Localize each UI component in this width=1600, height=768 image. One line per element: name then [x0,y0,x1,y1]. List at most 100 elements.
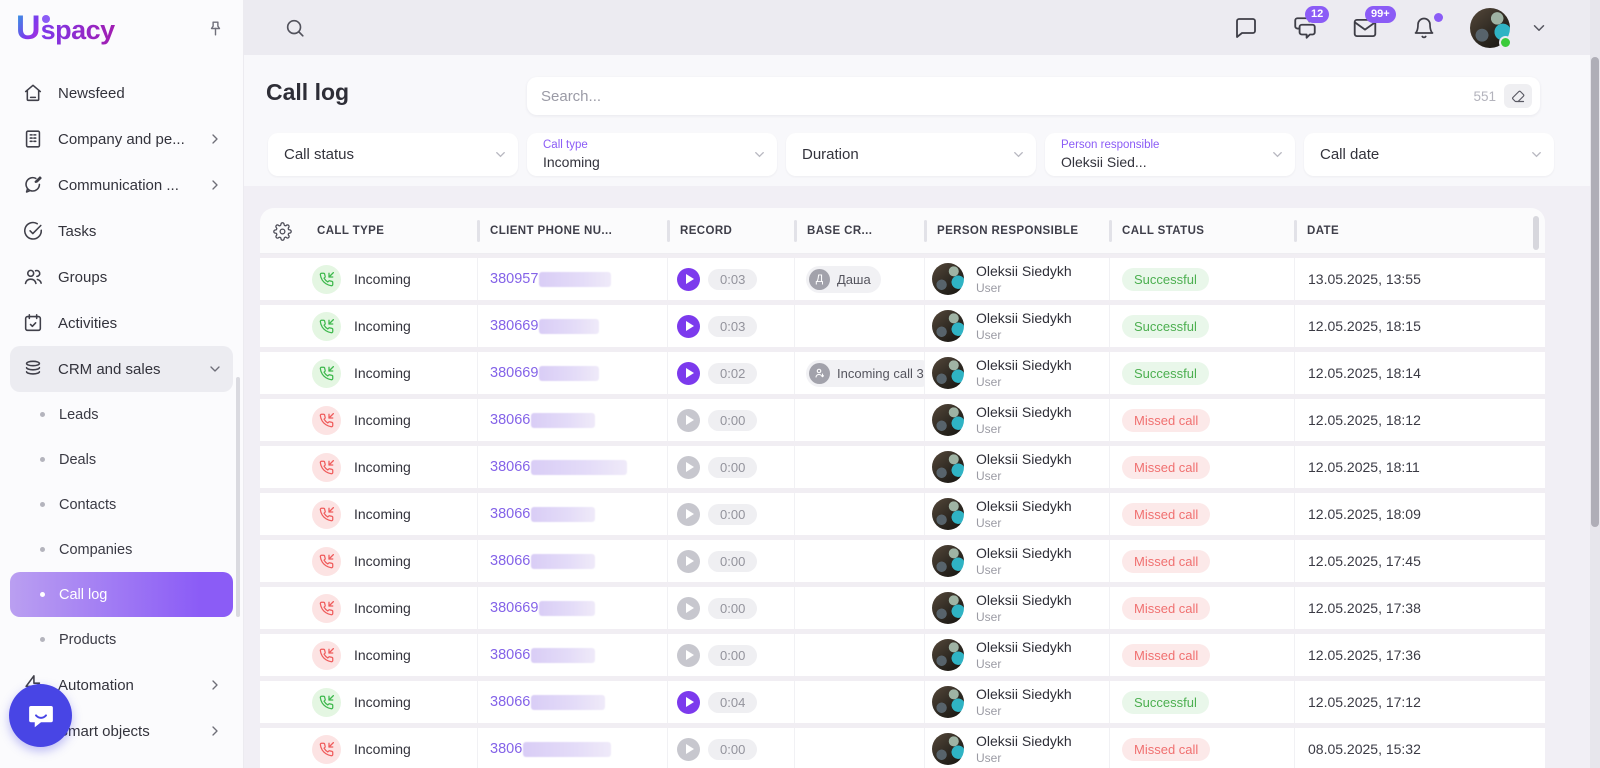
table-row[interactable]: Incoming 3806 0:00 Oleksii Siedykh User [260,728,1545,768]
person-name[interactable]: Oleksii Siedykh [976,733,1072,750]
table-row[interactable]: Incoming 380669 0:02 Incoming call 3 Ole… [260,352,1545,394]
phone-number-link[interactable]: 38066 [490,412,531,428]
sidebar-subitem-leads[interactable]: Leads [10,392,233,437]
phone-number-link[interactable]: 3806 [490,741,523,757]
call-status-cell: Successful [1109,361,1294,385]
table-row[interactable]: Incoming 380957 0:03 Д Даша Oleksii Sied… [260,258,1545,300]
person-name[interactable]: Oleksii Siedykh [976,451,1072,468]
sidebar-scrollbar[interactable] [236,377,240,617]
sidebar-item-tasks[interactable]: Tasks [10,208,233,254]
uspacy-logo[interactable]: U spacy [16,11,115,46]
record-duration: 0:04 [708,691,758,713]
phone-number-link[interactable]: 380669 [490,365,539,381]
clear-search-button[interactable] [1504,84,1532,108]
sidebar-item-groups[interactable]: Groups [10,254,233,300]
phone-number-link[interactable]: 38066 [490,553,531,569]
play-button[interactable] [677,361,700,385]
mail-icon[interactable]: 99+ [1352,5,1396,41]
person-name[interactable]: Oleksii Siedykh [976,263,1072,280]
column-header-date[interactable]: DATE [1294,208,1545,254]
sidebar-item-communication[interactable]: Communication ... [10,162,233,208]
sidebar-item-newsfeed[interactable]: Newsfeed [10,70,233,116]
window-scrollbar[interactable] [1590,0,1600,768]
phone-number-link[interactable]: 38066 [490,647,531,663]
phone-number-redacted [531,506,596,522]
call-type-cell: Incoming [304,593,477,623]
play-button[interactable] [677,549,700,573]
table-settings-gear-icon[interactable] [260,208,304,254]
sidebar-item-crm-and-sales[interactable]: CRM and sales [10,346,233,392]
phone-number-link[interactable]: 38066 [490,459,531,475]
table-row[interactable]: Incoming 38066 0:00 Oleksii Siedykh User [260,540,1545,582]
profile-chevron-down-icon[interactable] [1530,19,1548,37]
filter-call-date[interactable]: Call date [1304,133,1554,176]
column-header-client-phone[interactable]: CLIENT PHONE NU... [477,208,667,254]
table-row[interactable]: Incoming 38066 0:00 Oleksii Siedykh User [260,634,1545,676]
filter-duration[interactable]: Duration [786,133,1036,176]
person-name[interactable]: Oleksii Siedykh [976,310,1072,327]
play-button[interactable] [677,643,700,667]
sidebar-subitem-products[interactable]: Products [10,617,233,662]
person-name[interactable]: Oleksii Siedykh [976,592,1072,609]
table-row[interactable]: Incoming 380669 0:03 Oleksii Siedykh Use… [260,305,1545,347]
support-chat-button[interactable] [9,684,72,747]
phone-number-link[interactable]: 38066 [490,694,531,710]
play-button[interactable] [677,737,700,761]
play-button[interactable] [677,455,700,479]
column-header-person-responsible[interactable]: PERSON RESPONSIBLE [924,208,1109,254]
sidebar-subitem-contacts[interactable]: Contacts [10,482,233,527]
filter-call-status[interactable]: Call status [268,133,518,176]
chats-icon[interactable]: 12 [1292,5,1330,41]
person-name[interactable]: Oleksii Siedykh [976,404,1072,421]
filter-person-responsible[interactable]: Person responsible Oleksii Sied... [1045,133,1295,176]
call-type-cell: Incoming [304,311,477,341]
window-scrollbar-thumb[interactable] [1591,57,1599,527]
global-search-icon[interactable] [284,17,306,39]
sidebar-item-activities[interactable]: Activities [10,300,233,346]
phone-number-link[interactable]: 38066 [490,506,531,522]
person-name[interactable]: Oleksii Siedykh [976,686,1072,703]
comment-icon[interactable] [1234,16,1258,40]
play-button[interactable] [677,502,700,526]
filter-call-type[interactable]: Call type Incoming [527,133,777,176]
play-button[interactable] [677,267,700,291]
call-type-cell: Incoming [304,405,477,435]
person-responsible-cell: Oleksii Siedykh User [924,592,1109,624]
call-type-label: Incoming [354,694,411,710]
person-name[interactable]: Oleksii Siedykh [976,545,1072,562]
base-crm-cell: Incoming call 3 [794,359,924,387]
crm-entity-chip[interactable]: Д Даша [806,265,881,293]
column-header-call-status[interactable]: CALL STATUS [1109,208,1294,254]
column-header-base[interactable]: BASE CR... [794,208,924,254]
table-scrollbar-thumb[interactable] [1533,216,1539,250]
person-name[interactable]: Oleksii Siedykh [976,498,1072,515]
call-type-label: Incoming [354,553,411,569]
column-header-record[interactable]: RECORD [667,208,794,254]
table-row[interactable]: Incoming 380669 0:00 Oleksii Siedykh Use… [260,587,1545,629]
table-row[interactable]: Incoming 38066 0:00 Oleksii Siedykh User [260,399,1545,441]
sidebar-subitem-call-log[interactable]: Call log [10,572,233,617]
crm-entity-chip[interactable]: Incoming call 3 [806,359,924,387]
play-button[interactable] [677,314,700,338]
table-row[interactable]: Incoming 38066 0:00 Oleksii Siedykh User [260,446,1545,488]
pin-sidebar-icon[interactable] [206,19,225,38]
search-input[interactable] [541,87,1474,105]
sidebar-item-company[interactable]: Company and pe... [10,116,233,162]
bell-icon[interactable] [1412,12,1443,40]
phone-number-link[interactable]: 380669 [490,318,539,334]
play-icon [685,603,694,613]
phone-number-link[interactable]: 380957 [490,271,539,287]
user-avatar[interactable] [1470,7,1512,49]
person-name[interactable]: Oleksii Siedykh [976,639,1072,656]
table-row[interactable]: Incoming 38066 0:04 Oleksii Siedykh User [260,681,1545,723]
column-header-call-type[interactable]: CALL TYPE [317,225,385,237]
sidebar-subitem-deals[interactable]: Deals [10,437,233,482]
phone-number-link[interactable]: 380669 [490,600,539,616]
play-button[interactable] [677,690,700,714]
play-button[interactable] [677,596,700,620]
call-status-cell: Successful [1109,314,1294,338]
sidebar-subitem-companies[interactable]: Companies [10,527,233,572]
person-name[interactable]: Oleksii Siedykh [976,357,1072,374]
play-button[interactable] [677,408,700,432]
table-row[interactable]: Incoming 38066 0:00 Oleksii Siedykh User [260,493,1545,535]
